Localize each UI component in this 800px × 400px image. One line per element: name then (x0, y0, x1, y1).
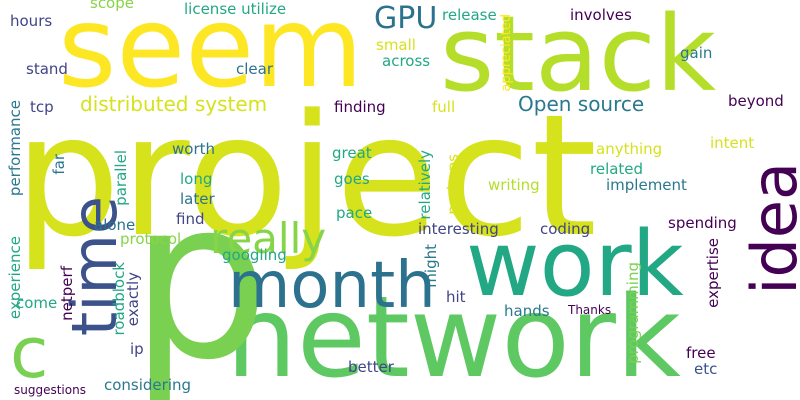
word-protocol: protocol (120, 232, 181, 247)
word-better: better (348, 360, 394, 375)
word-worth: worth (172, 142, 215, 157)
word-related: related (590, 162, 643, 177)
word-perhaps: perhaps (446, 154, 461, 215)
word-exactly: exactly (126, 272, 141, 326)
word-come: come (16, 296, 57, 311)
word-finding: finding (334, 100, 386, 115)
word-scope: scope (90, 0, 134, 11)
word-pace: pace (336, 206, 372, 221)
word-involves: involves (570, 8, 632, 23)
word-interesting: interesting (418, 222, 499, 237)
word-far: far (52, 154, 67, 175)
word-find: find (176, 212, 204, 227)
word-free: free (686, 346, 716, 361)
word-distributed-system: distributed system (80, 94, 267, 114)
word-intent: intent (710, 136, 754, 151)
word-full: full (432, 100, 455, 115)
word-spending: spending (668, 216, 737, 231)
word-small: small (376, 38, 416, 53)
word-c: c (10, 318, 49, 388)
word-googling: googling (222, 248, 287, 263)
word-gain: gain (680, 46, 712, 61)
word-stand: stand (26, 62, 68, 77)
word-suggestions: suggestions (14, 384, 86, 396)
word-across: across (382, 54, 430, 69)
word-open-source: Open source (518, 94, 644, 114)
word-hit: hit (446, 290, 466, 305)
word-hands: hands (504, 304, 550, 319)
word-tcp: tcp (30, 100, 54, 115)
word-anything: anything (596, 142, 662, 157)
word-later: later (180, 192, 215, 207)
word-performance: performance (8, 100, 23, 196)
word-thanks: Thanks (568, 304, 611, 316)
word-idea: idea (744, 162, 800, 295)
word-etc: etc (694, 362, 717, 377)
word-implement: implement (606, 178, 687, 193)
word-long: long (180, 172, 212, 187)
word-programming: programming (626, 262, 641, 364)
word-clear: clear (236, 62, 273, 77)
word-expertise: expertise (706, 238, 721, 308)
word-release: release (442, 8, 497, 23)
word-appreciated: appreciated (500, 14, 513, 92)
word-writing: writing (488, 178, 540, 193)
word-license-utilize: license utilize (184, 2, 286, 17)
word-beyond: beyond (728, 94, 784, 109)
word-considering: considering (104, 378, 191, 393)
word-ip: ip (130, 342, 144, 357)
word-parallel: parallel (114, 150, 129, 206)
word-goes: goes (334, 172, 370, 187)
word-hours: hours (10, 14, 52, 29)
word-coding: coding (540, 222, 590, 237)
word-gpu: GPU (374, 4, 437, 34)
word-great: great (332, 146, 372, 161)
word-might: might (424, 244, 439, 288)
word-relatively: relatively (418, 150, 433, 220)
word-netperf: netperf (60, 266, 75, 321)
